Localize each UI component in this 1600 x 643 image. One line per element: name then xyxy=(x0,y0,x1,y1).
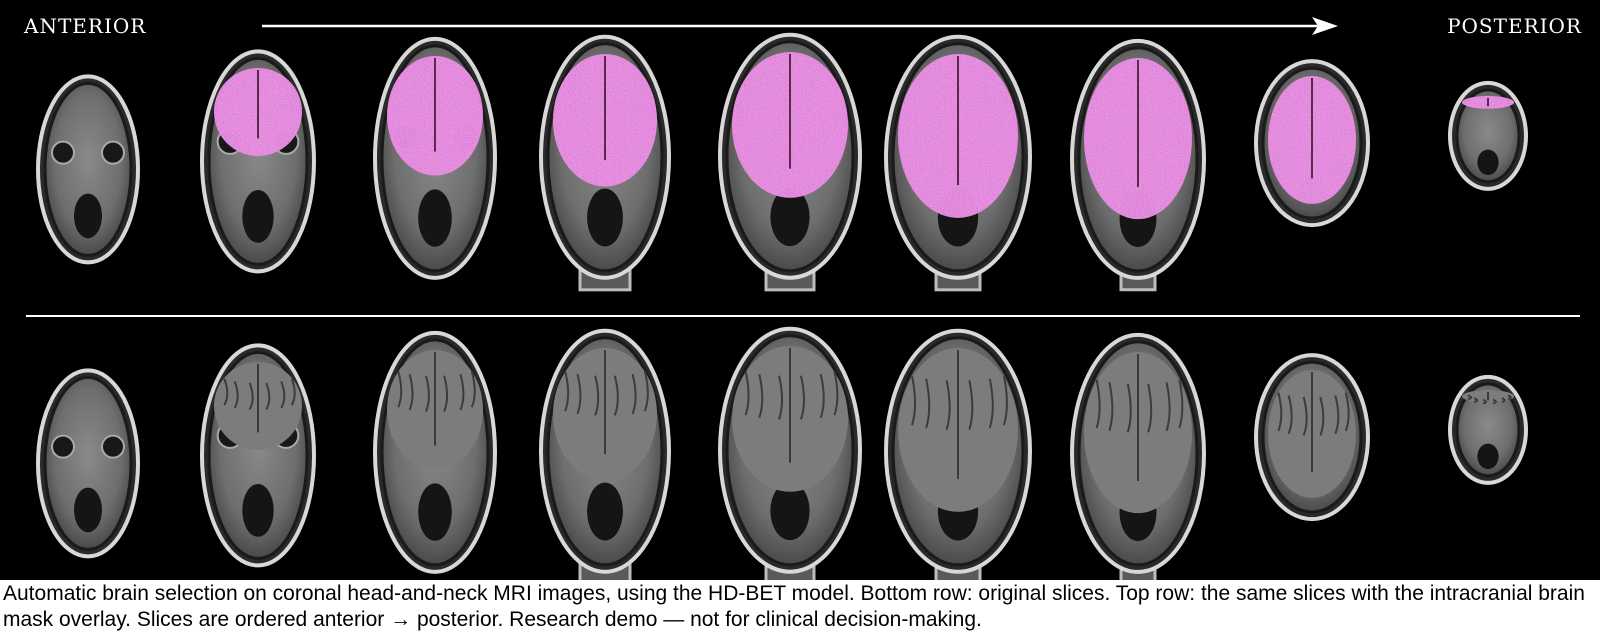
anterior-label: ANTERIOR xyxy=(24,14,147,38)
overlay-slice-3 xyxy=(373,36,497,280)
overlay-slice-6 xyxy=(884,34,1032,292)
original-slice-2 xyxy=(200,343,316,568)
original-slice-9 xyxy=(1448,374,1528,485)
overlay-slice-7 xyxy=(1070,38,1206,292)
original-slice-4 xyxy=(539,328,671,580)
mri-slices-svg xyxy=(26,17,1580,580)
posterior-label: POSTERIOR xyxy=(1447,14,1582,38)
overlay-slice-4 xyxy=(539,34,671,292)
overlay-slice-9 xyxy=(1448,80,1528,191)
direction-arrow-head xyxy=(1312,17,1338,35)
figure-caption: Automatic brain selection on coronal hea… xyxy=(3,582,1585,631)
original-slice-1 xyxy=(36,368,140,559)
overlay-row xyxy=(36,32,1528,292)
mri-figure: ANTERIOR POSTERIOR xyxy=(0,0,1600,580)
overlay-slice-2 xyxy=(200,49,316,274)
overlay-slice-1 xyxy=(36,74,140,265)
original-slice-8 xyxy=(1254,353,1370,522)
overlay-slice-5 xyxy=(718,32,862,292)
original-slice-3 xyxy=(373,330,497,574)
original-row xyxy=(36,326,1528,580)
original-slice-6 xyxy=(884,328,1032,580)
overlay-slice-8 xyxy=(1254,59,1370,228)
original-slice-7 xyxy=(1070,332,1206,580)
original-slice-5 xyxy=(718,326,862,580)
